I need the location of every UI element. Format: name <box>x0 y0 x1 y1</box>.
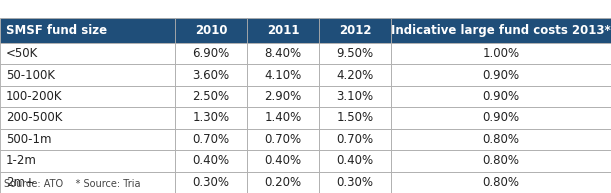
Bar <box>391 172 611 193</box>
Text: 2011: 2011 <box>267 24 299 37</box>
Bar <box>247 64 319 86</box>
Bar <box>391 107 611 129</box>
Text: 0.40%: 0.40% <box>265 154 302 167</box>
Text: 9.50%: 9.50% <box>337 47 373 60</box>
Text: 0.80%: 0.80% <box>483 176 519 189</box>
Text: 0.70%: 0.70% <box>192 133 230 146</box>
Text: 4.20%: 4.20% <box>337 69 373 82</box>
Text: 0.90%: 0.90% <box>483 111 519 124</box>
Bar <box>175 129 247 150</box>
Text: 2010: 2010 <box>195 24 227 37</box>
Bar <box>175 172 247 193</box>
Text: 0.70%: 0.70% <box>337 133 373 146</box>
Text: 0.80%: 0.80% <box>483 154 519 167</box>
Bar <box>391 43 611 64</box>
Bar <box>247 86 319 107</box>
Text: 200-500K: 200-500K <box>6 111 62 124</box>
Text: 0.20%: 0.20% <box>265 176 302 189</box>
Bar <box>0 107 175 129</box>
Bar <box>319 129 391 150</box>
Bar <box>175 150 247 172</box>
Text: 500-1m: 500-1m <box>6 133 51 146</box>
Text: 2.90%: 2.90% <box>265 90 302 103</box>
Text: 50-100K: 50-100K <box>6 69 55 82</box>
Bar <box>0 86 175 107</box>
Bar <box>319 18 391 43</box>
Bar <box>319 86 391 107</box>
Text: 2012: 2012 <box>338 24 371 37</box>
Text: 2.50%: 2.50% <box>192 90 230 103</box>
Bar <box>175 86 247 107</box>
Text: 1.40%: 1.40% <box>265 111 302 124</box>
Text: 3.60%: 3.60% <box>192 69 230 82</box>
Bar <box>0 150 175 172</box>
Bar <box>0 43 175 64</box>
Bar <box>0 64 175 86</box>
Bar <box>319 150 391 172</box>
Text: <50K: <50K <box>6 47 38 60</box>
Text: 0.70%: 0.70% <box>265 133 302 146</box>
Bar <box>391 18 611 43</box>
Text: 0.80%: 0.80% <box>483 133 519 146</box>
Bar <box>0 172 175 193</box>
Text: 3.10%: 3.10% <box>337 90 373 103</box>
Bar <box>391 86 611 107</box>
Bar <box>391 129 611 150</box>
Bar <box>175 64 247 86</box>
Text: Source: ATO    * Source: Tria: Source: ATO * Source: Tria <box>4 179 141 189</box>
Bar <box>391 150 611 172</box>
Text: 1-2m: 1-2m <box>6 154 37 167</box>
Bar <box>175 18 247 43</box>
Text: Indicative large fund costs 2013*: Indicative large fund costs 2013* <box>391 24 611 37</box>
Text: 2m+: 2m+ <box>6 176 35 189</box>
Text: 1.00%: 1.00% <box>483 47 519 60</box>
Bar <box>175 43 247 64</box>
Bar <box>175 107 247 129</box>
Bar <box>247 150 319 172</box>
Bar <box>319 172 391 193</box>
Text: 8.40%: 8.40% <box>265 47 302 60</box>
Text: SMSF fund size: SMSF fund size <box>6 24 107 37</box>
Bar <box>391 64 611 86</box>
Bar <box>0 18 175 43</box>
Bar <box>319 107 391 129</box>
Bar <box>319 43 391 64</box>
Bar <box>0 129 175 150</box>
Bar <box>247 107 319 129</box>
Text: 1.50%: 1.50% <box>337 111 373 124</box>
Text: 100-200K: 100-200K <box>6 90 62 103</box>
Bar <box>319 64 391 86</box>
Text: 0.40%: 0.40% <box>192 154 230 167</box>
Text: 0.90%: 0.90% <box>483 90 519 103</box>
Bar <box>247 129 319 150</box>
Bar <box>247 18 319 43</box>
Text: 4.10%: 4.10% <box>265 69 302 82</box>
Text: 0.90%: 0.90% <box>483 69 519 82</box>
Bar <box>247 172 319 193</box>
Text: 0.30%: 0.30% <box>192 176 230 189</box>
Text: 1.30%: 1.30% <box>192 111 230 124</box>
Text: 0.40%: 0.40% <box>337 154 373 167</box>
Text: 6.90%: 6.90% <box>192 47 230 60</box>
Bar <box>247 43 319 64</box>
Text: 0.30%: 0.30% <box>337 176 373 189</box>
